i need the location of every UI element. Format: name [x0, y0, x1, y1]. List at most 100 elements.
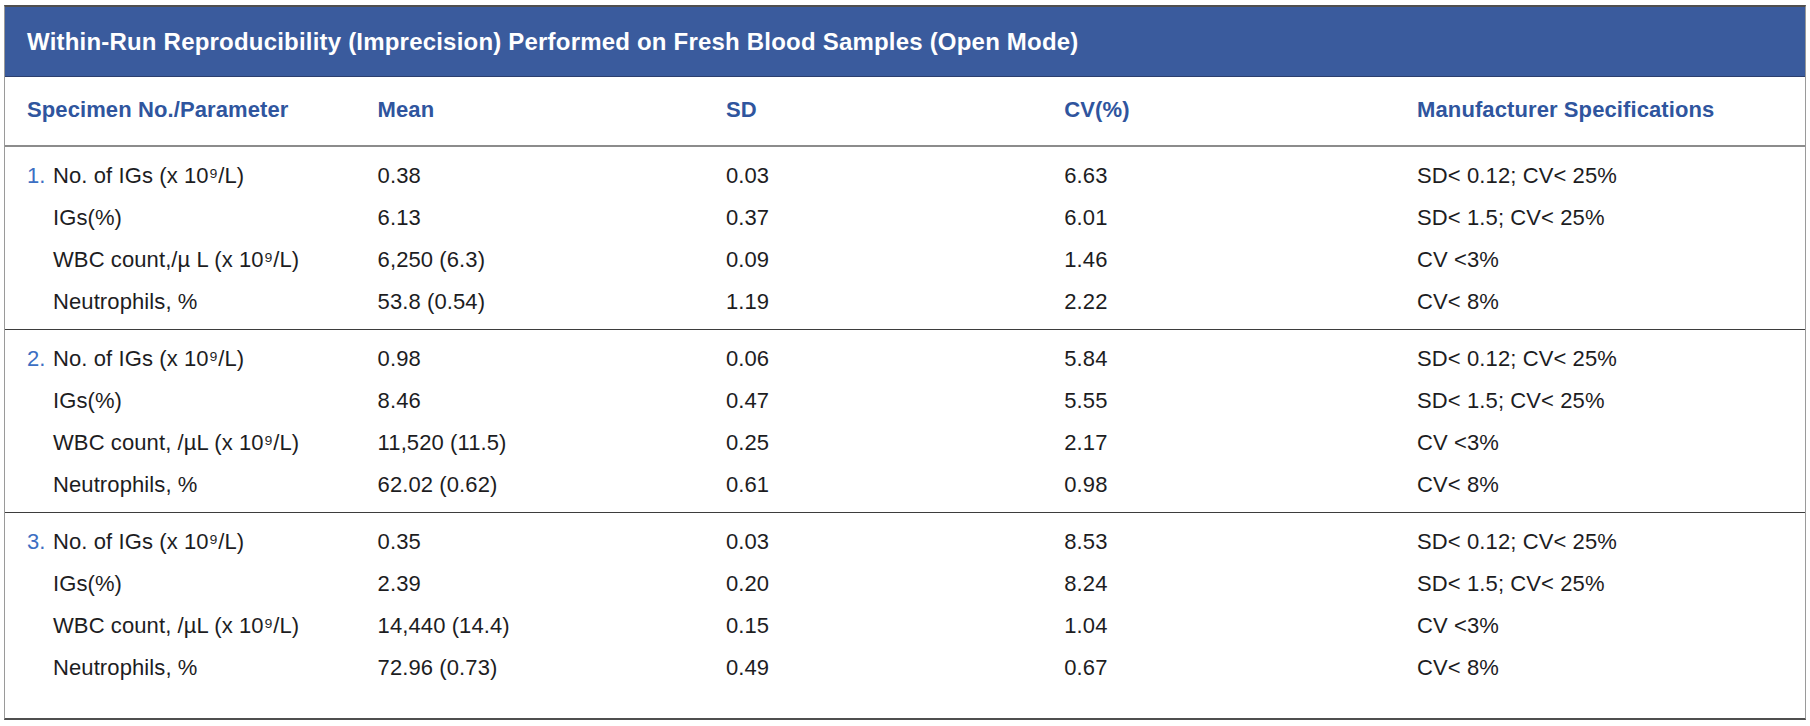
spec-cell: CV< 8%: [1417, 647, 1805, 714]
sd-cell: 0.20: [726, 563, 1064, 605]
page: Within-Run Reproducibility (Imprecision)…: [0, 0, 1810, 726]
table-row: WBC count, /µL (x 10⁹/L) 11,520 (11.5) 0…: [5, 422, 1805, 464]
cv-cell: 8.53: [1064, 513, 1417, 564]
parameter-cell: IGs(%): [5, 380, 378, 422]
table-title: Within-Run Reproducibility (Imprecision)…: [27, 28, 1079, 56]
parameter-label: Neutrophils, %: [53, 655, 197, 680]
sd-cell: 0.15: [726, 605, 1064, 647]
specimen-group-2: 2.No. of IGs (x 10⁹/L) 0.98 0.06 5.84 SD…: [5, 330, 1805, 513]
parameter-label: No. of IGs (x 10⁹/L): [53, 346, 244, 371]
table-title-bar: Within-Run Reproducibility (Imprecision)…: [5, 7, 1805, 77]
table-row: Neutrophils, % 62.02 (0.62) 0.61 0.98 CV…: [5, 464, 1805, 513]
cv-cell: 6.63: [1064, 146, 1417, 197]
reproducibility-table: Within-Run Reproducibility (Imprecision)…: [4, 5, 1806, 720]
parameter-label: IGs(%): [53, 388, 122, 413]
mean-cell: 0.98: [378, 330, 726, 381]
table-row: 1.No. of IGs (x 10⁹/L) 0.38 0.03 6.63 SD…: [5, 146, 1805, 197]
mean-cell: 53.8 (0.54): [378, 281, 726, 330]
cv-cell: 0.67: [1064, 647, 1417, 714]
column-header-mean: Mean: [378, 77, 726, 146]
parameter-label: WBC count,/µ L (x 10⁹/L): [53, 247, 299, 272]
spec-cell: CV <3%: [1417, 239, 1805, 281]
cv-cell: 2.17: [1064, 422, 1417, 464]
parameter-cell: 3.No. of IGs (x 10⁹/L): [5, 513, 378, 564]
spec-cell: SD< 1.5; CV< 25%: [1417, 380, 1805, 422]
cv-cell: 5.55: [1064, 380, 1417, 422]
table-row: Neutrophils, % 72.96 (0.73) 0.49 0.67 CV…: [5, 647, 1805, 714]
parameter-cell: 2.No. of IGs (x 10⁹/L): [5, 330, 378, 381]
table-row: IGs(%) 2.39 0.20 8.24 SD< 1.5; CV< 25%: [5, 563, 1805, 605]
parameter-cell: WBC count,/µ L (x 10⁹/L): [5, 239, 378, 281]
mean-cell: 2.39: [378, 563, 726, 605]
table-row: 3.No. of IGs (x 10⁹/L) 0.35 0.03 8.53 SD…: [5, 513, 1805, 564]
cv-cell: 5.84: [1064, 330, 1417, 381]
mean-cell: 14,440 (14.4): [378, 605, 726, 647]
column-header-cv: CV(%): [1064, 77, 1417, 146]
sd-cell: 0.06: [726, 330, 1064, 381]
mean-cell: 0.38: [378, 146, 726, 197]
spec-cell: CV <3%: [1417, 605, 1805, 647]
parameter-cell: IGs(%): [5, 563, 378, 605]
parameter-cell: Neutrophils, %: [5, 464, 378, 513]
spec-cell: SD< 0.12; CV< 25%: [1417, 513, 1805, 564]
parameter-label: No. of IGs (x 10⁹/L): [53, 163, 244, 188]
parameter-label: Neutrophils, %: [53, 289, 197, 314]
parameter-cell: IGs(%): [5, 197, 378, 239]
parameter-cell: Neutrophils, %: [5, 647, 378, 714]
parameter-cell: 1.No. of IGs (x 10⁹/L): [5, 146, 378, 197]
mean-cell: 11,520 (11.5): [378, 422, 726, 464]
parameter-label: No. of IGs (x 10⁹/L): [53, 529, 244, 554]
specimen-number: 2.: [27, 347, 53, 371]
spec-cell: SD< 0.12; CV< 25%: [1417, 330, 1805, 381]
table-row: 2.No. of IGs (x 10⁹/L) 0.98 0.06 5.84 SD…: [5, 330, 1805, 381]
cv-cell: 1.46: [1064, 239, 1417, 281]
table-header-row: Specimen No./Parameter Mean SD CV(%) Man…: [5, 77, 1805, 146]
parameter-cell: WBC count, /µL (x 10⁹/L): [5, 422, 378, 464]
mean-cell: 62.02 (0.62): [378, 464, 726, 513]
parameter-label: Neutrophils, %: [53, 472, 197, 497]
specimen-group-1: 1.No. of IGs (x 10⁹/L) 0.38 0.03 6.63 SD…: [5, 146, 1805, 330]
mean-cell: 6.13: [378, 197, 726, 239]
column-header-specimen-parameter: Specimen No./Parameter: [5, 77, 378, 146]
spec-cell: CV< 8%: [1417, 281, 1805, 330]
parameter-label: WBC count, /µL (x 10⁹/L): [53, 613, 299, 638]
spec-cell: SD< 1.5; CV< 25%: [1417, 197, 1805, 239]
specimen-number: 3.: [27, 530, 53, 554]
sd-cell: 0.25: [726, 422, 1064, 464]
cv-cell: 6.01: [1064, 197, 1417, 239]
sd-cell: 0.61: [726, 464, 1064, 513]
mean-cell: 0.35: [378, 513, 726, 564]
spec-cell: SD< 0.12; CV< 25%: [1417, 146, 1805, 197]
mean-cell: 72.96 (0.73): [378, 647, 726, 714]
sd-cell: 0.47: [726, 380, 1064, 422]
parameter-label: IGs(%): [53, 205, 122, 230]
table-row: IGs(%) 6.13 0.37 6.01 SD< 1.5; CV< 25%: [5, 197, 1805, 239]
sd-cell: 1.19: [726, 281, 1064, 330]
specimen-number: 1.: [27, 164, 53, 188]
cv-cell: 2.22: [1064, 281, 1417, 330]
spec-cell: CV <3%: [1417, 422, 1805, 464]
parameter-cell: Neutrophils, %: [5, 281, 378, 330]
sd-cell: 0.03: [726, 146, 1064, 197]
table-row: Neutrophils, % 53.8 (0.54) 1.19 2.22 CV<…: [5, 281, 1805, 330]
mean-cell: 6,250 (6.3): [378, 239, 726, 281]
cv-cell: 0.98: [1064, 464, 1417, 513]
cv-cell: 1.04: [1064, 605, 1417, 647]
data-table: Specimen No./Parameter Mean SD CV(%) Man…: [5, 77, 1805, 714]
sd-cell: 0.37: [726, 197, 1064, 239]
table-row: WBC count, /µL (x 10⁹/L) 14,440 (14.4) 0…: [5, 605, 1805, 647]
parameter-label: IGs(%): [53, 571, 122, 596]
column-header-manufacturer-specifications: Manufacturer Specifications: [1417, 77, 1805, 146]
spec-cell: SD< 1.5; CV< 25%: [1417, 563, 1805, 605]
spec-cell: CV< 8%: [1417, 464, 1805, 513]
specimen-group-3: 3.No. of IGs (x 10⁹/L) 0.35 0.03 8.53 SD…: [5, 513, 1805, 715]
cv-cell: 8.24: [1064, 563, 1417, 605]
column-header-sd: SD: [726, 77, 1064, 146]
table-row: IGs(%) 8.46 0.47 5.55 SD< 1.5; CV< 25%: [5, 380, 1805, 422]
table-row: WBC count,/µ L (x 10⁹/L) 6,250 (6.3) 0.0…: [5, 239, 1805, 281]
sd-cell: 0.03: [726, 513, 1064, 564]
parameter-cell: WBC count, /µL (x 10⁹/L): [5, 605, 378, 647]
sd-cell: 0.09: [726, 239, 1064, 281]
mean-cell: 8.46: [378, 380, 726, 422]
sd-cell: 0.49: [726, 647, 1064, 714]
